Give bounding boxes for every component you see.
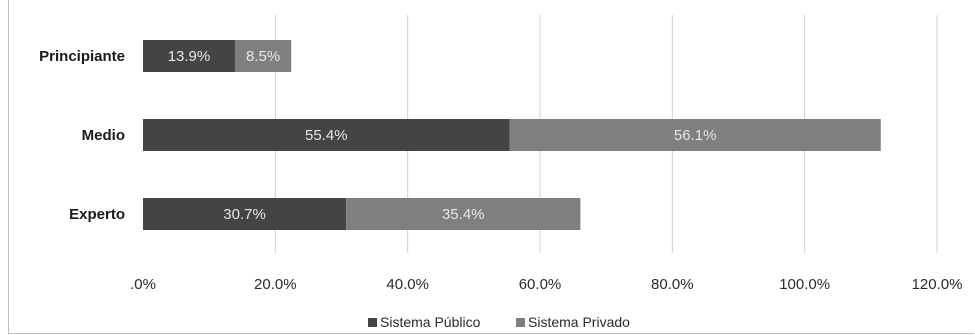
data-label: 8.5% xyxy=(246,48,280,65)
x-tick-label: 80.0% xyxy=(651,276,694,293)
x-tick-label: 120.0% xyxy=(912,276,963,293)
bar-sistema-publico xyxy=(143,119,510,151)
legend-swatch xyxy=(516,318,525,327)
x-tick-label: 60.0% xyxy=(519,276,562,293)
category-label: Medio xyxy=(82,127,125,144)
x-axis-tick-labels: .0% 20.0% 40.0% 60.0% 80.0% 100.0% 120.0% xyxy=(130,276,962,293)
category-label: Experto xyxy=(69,206,125,223)
chart-frame xyxy=(8,0,974,334)
bar-sistema-privado xyxy=(234,40,292,72)
bar-sistema-privado xyxy=(509,119,881,151)
x-tick-label: .0% xyxy=(130,276,156,293)
bar-sistema-privado xyxy=(346,198,581,230)
data-labels: 13.9% 8.5% 55.4% 56.1% 30.7% 35.4% xyxy=(168,48,717,223)
data-label: 13.9% xyxy=(168,48,211,65)
data-label: 56.1% xyxy=(674,127,717,144)
category-labels: Principiante Medio Experto xyxy=(39,48,125,223)
category-label: Principiante xyxy=(39,48,125,65)
data-label: 30.7% xyxy=(223,206,266,223)
x-tick-label: 100.0% xyxy=(779,276,830,293)
bars xyxy=(143,40,881,230)
data-label: 55.4% xyxy=(305,127,348,144)
legend-label: Sistema Privado xyxy=(528,314,630,330)
bar-sistema-publico xyxy=(143,198,347,230)
legend: Sistema Público Sistema Privado xyxy=(368,314,630,330)
data-label: 35.4% xyxy=(442,206,485,223)
x-tick-label: 20.0% xyxy=(254,276,297,293)
legend-label: Sistema Público xyxy=(380,314,481,330)
bar-sistema-publico xyxy=(143,40,235,72)
legend-swatch xyxy=(368,318,377,327)
x-tick-label: 40.0% xyxy=(386,276,429,293)
